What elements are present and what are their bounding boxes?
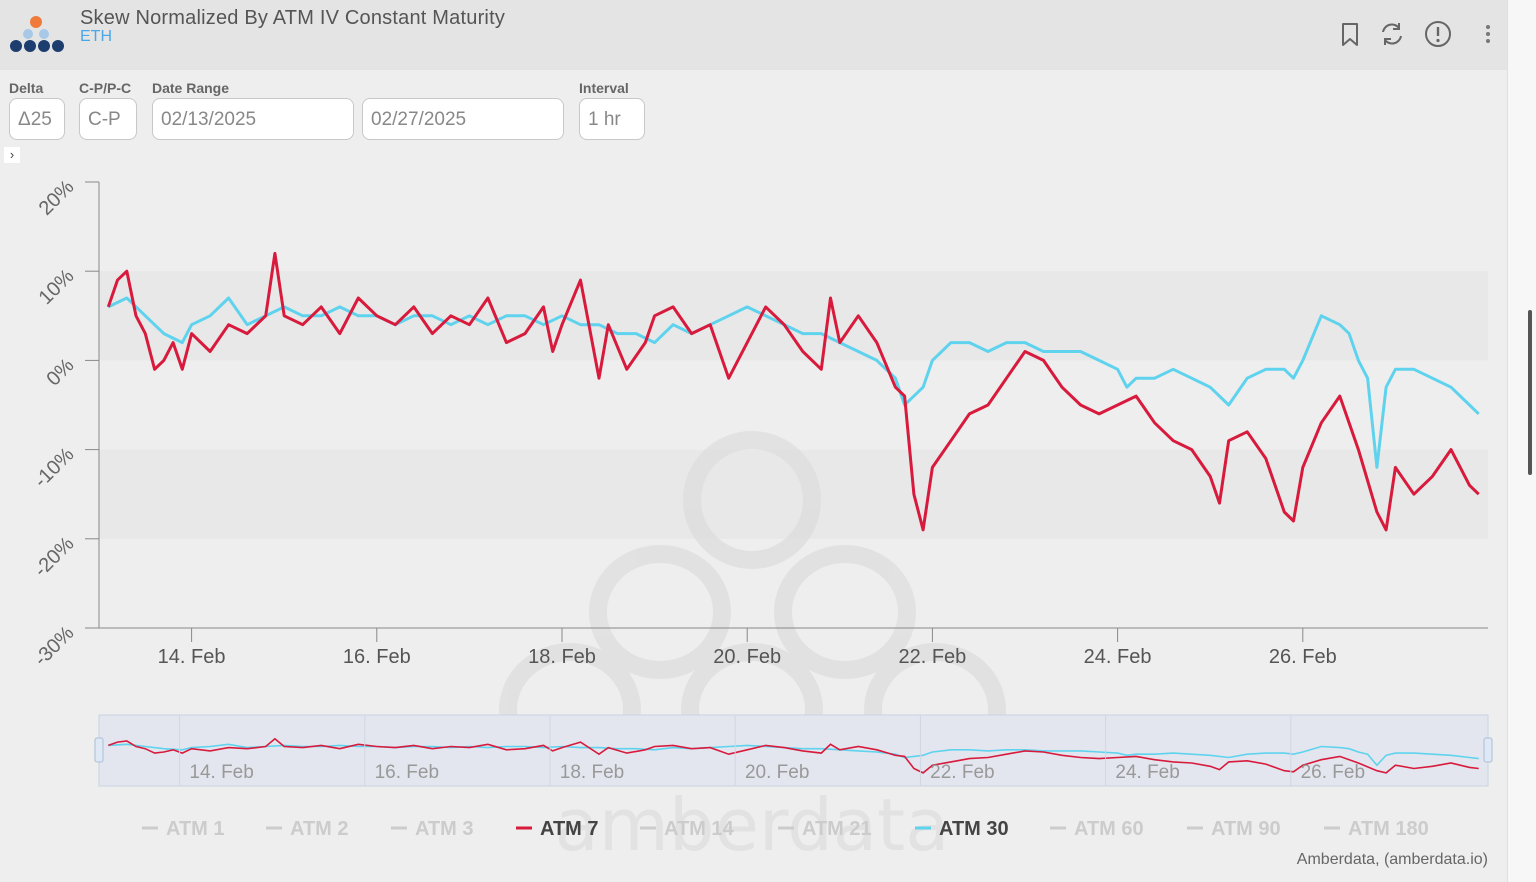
navigator-tick-label: 26. Feb — [1301, 762, 1365, 783]
info-icon[interactable] — [1424, 20, 1452, 48]
navigator-handle-right — [1483, 737, 1493, 763]
navigator-tick-label: 18. Feb — [560, 762, 624, 783]
legend-item-atm-21[interactable]: ATM 21 — [778, 818, 872, 840]
legend-item-atm-90[interactable]: ATM 90 — [1187, 818, 1281, 840]
amberdata-logo-icon — [10, 16, 64, 52]
legend-item-atm-30[interactable]: ATM 30 — [915, 818, 1009, 840]
interval-select[interactable]: 1 hr — [579, 98, 645, 140]
x-tick-label: 14. Feb — [158, 646, 226, 668]
date-range-label: Date Range — [152, 80, 230, 96]
plot-band — [99, 271, 1488, 361]
legend-label: ATM 14 — [664, 818, 735, 840]
start-date-input[interactable]: 02/13/2025 — [152, 98, 354, 140]
y-tick-label: 10% — [35, 265, 79, 309]
legend-label: ATM 2 — [290, 818, 349, 840]
navigator-tick-label: 14. Feb — [189, 762, 253, 783]
legend-label: ATM 21 — [802, 818, 872, 840]
navigator-line-atm-7 — [108, 737, 1479, 774]
x-tick-label: 18. Feb — [528, 646, 596, 668]
credit-text: Amberdata, (amberdata.io) — [1296, 851, 1488, 868]
legend-label: ATM 60 — [1074, 818, 1144, 840]
delta-select[interactable]: Δ25 — [9, 98, 65, 140]
end-date-input[interactable]: 02/27/2025 — [362, 98, 564, 140]
y-tick-label: -20% — [30, 533, 79, 582]
plot-area — [99, 182, 1488, 628]
series-line-atm-7 — [106, 251, 1480, 532]
x-tick-label: 20. Feb — [713, 646, 781, 668]
page-title: Skew Normalized By ATM IV Constant Matur… — [80, 7, 506, 29]
navigator-window — [98, 714, 1489, 787]
controls-bar: Delta Δ25 C-P/P-C C-P Date Range 02/13/2… — [0, 70, 1507, 160]
y-tick-label: -30% — [30, 622, 79, 671]
x-tick-label: 24. Feb — [1084, 646, 1152, 668]
chart: amberdata 20% 10% 0% -10% -20% -30% 14. Feb 16.… — [30, 176, 1493, 867]
interval-label: Interval — [579, 80, 629, 96]
navigator-tick-label: 16. Feb — [375, 762, 439, 783]
cp-select[interactable]: C-P — [79, 98, 137, 140]
x-tick-label: 26. Feb — [1269, 646, 1337, 668]
delta-label: Delta — [9, 80, 44, 96]
watermark-text: amberdata — [555, 783, 950, 867]
navigator-tick-label: 24. Feb — [1115, 762, 1179, 783]
legend-label: ATM 30 — [939, 818, 1009, 840]
legend-label: ATM 7 — [540, 818, 599, 840]
legend-label: ATM 3 — [415, 818, 474, 840]
navigator-tick-label: 20. Feb — [745, 762, 809, 783]
legend-item-atm-7[interactable]: ATM 7 — [516, 818, 599, 840]
legend-label: ATM 1 — [166, 818, 225, 840]
asset-subtitle: ETH — [80, 28, 112, 45]
y-tick-label: 20% — [35, 176, 79, 220]
legend: ATM 1 ATM 2 ATM 3 ATM 7 ATM 14 ATM 21 ATM 30 AT… — [142, 818, 1429, 840]
bookmark-icon[interactable] — [1336, 20, 1364, 48]
refresh-icon[interactable] — [1378, 20, 1406, 48]
y-tick-label: -10% — [30, 443, 79, 492]
legend-label: ATM 90 — [1211, 818, 1281, 840]
navigator-handle-left — [94, 737, 104, 763]
legend-item-atm-1[interactable]: ATM 1 — [142, 818, 225, 840]
series-line-atm-30 — [107, 296, 1480, 469]
legend-item-atm-2[interactable]: ATM 2 — [266, 818, 349, 840]
y-tick-label: 0% — [43, 354, 79, 390]
legend-item-atm-60[interactable]: ATM 60 — [1050, 818, 1144, 840]
legend-item-atm-180[interactable]: ATM 180 — [1324, 818, 1429, 840]
navigator-line-atm-30 — [108, 743, 1479, 767]
x-tick-label: 16. Feb — [343, 646, 411, 668]
cp-label: C-P/P-C — [79, 80, 132, 96]
legend-label: ATM 180 — [1348, 818, 1429, 840]
legend-item-atm-14[interactable]: ATM 14 — [640, 818, 735, 840]
scrollbar[interactable] — [1528, 310, 1532, 475]
legend-item-atm-3[interactable]: ATM 3 — [391, 818, 474, 840]
expand-chevron-icon[interactable]: › — [4, 147, 20, 163]
x-tick-label: 22. Feb — [898, 646, 966, 668]
more-vertical-icon[interactable] — [1474, 20, 1502, 48]
plot-background — [99, 182, 1488, 628]
widget-header: Skew Normalized By ATM IV Constant Matur… — [0, 0, 1507, 70]
navigator: 14. Feb 16. Feb 18. Feb 20. Feb 22. Feb 24. F… — [94, 714, 1493, 787]
navigator-tick-label: 22. Feb — [930, 762, 994, 783]
